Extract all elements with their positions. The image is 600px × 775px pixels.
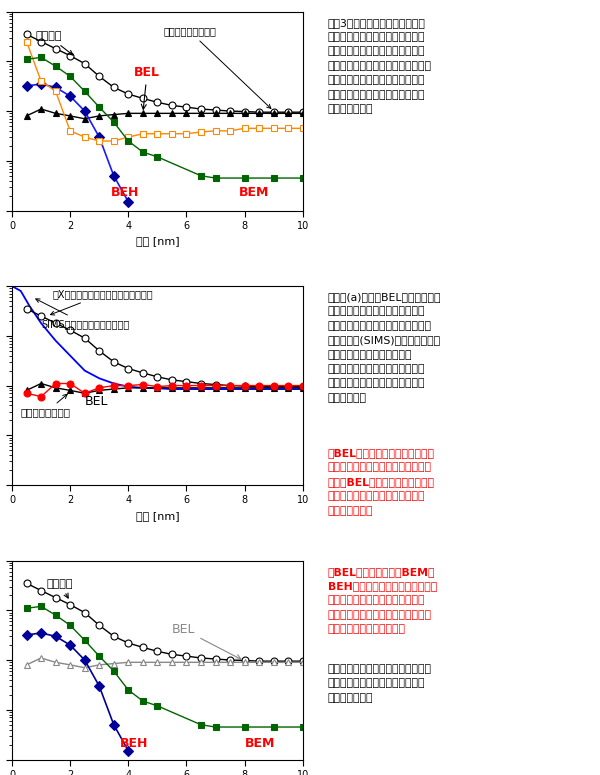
Text: BEM: BEM xyxy=(239,185,269,198)
Text: そして、この２種類のクラスター
は全く異なる分布を持つことが明
らかになった。: そして、この２種類のクラスター は全く異なる分布を持つことが明 らかになった。 xyxy=(328,664,432,703)
Text: SIMS測定による全ホウ素濃度: SIMS測定による全ホウ素濃度 xyxy=(36,299,130,329)
Text: 全ホウ素: 全ホウ素 xyxy=(47,579,73,598)
Text: BEH: BEH xyxy=(111,185,139,198)
X-axis label: 深さ [nm]: 深さ [nm] xyxy=(136,236,179,246)
Text: 軟X線光電子分光測定による全ホウ素: 軟X線光電子分光測定による全ホウ素 xyxy=(50,289,154,315)
Text: BELとキャリアの分布がその形
状および値とも良く一致した。これ
より、BELの結合エネルギーを持
つホウ素が活性化したホウ素であ
ると結論した。: BELとキャリアの分布がその形 状および値とも良く一致した。これ より、BELの… xyxy=(328,448,435,515)
Text: （酸化膜中ホウ素）: （酸化膜中ホウ素） xyxy=(163,26,271,108)
Text: BELの同定の結果、BEMと
BEHの結合エネルギーをもつホウ
素はいずれも不活性なホウ素であ
り、構造の異なる２種類のクラスタ
ーに対応すると結論した。: BELの同定の結果、BEMと BEHの結合エネルギーをもつホウ 素はいずれも不活… xyxy=(328,567,437,634)
Text: BEH: BEH xyxy=(119,737,148,749)
Text: 全ホウ素: 全ホウ素 xyxy=(35,31,73,55)
Text: キャリア（正孔）: キャリア（正孔） xyxy=(21,394,71,418)
Text: BEM: BEM xyxy=(245,737,275,749)
Text: 上の(a)図からBELと全ホウ素を
残し、ホール測定によるキャリア
（正孔）濃度分布データと二次イオ
ン質量分析(SIMS)法によるホウ素
濃度分布データを加え: 上の(a)図からBELと全ホウ素を 残し、ホール測定によるキャリア （正孔）濃度… xyxy=(328,292,442,403)
Text: BEL: BEL xyxy=(85,395,108,408)
Text: BEL: BEL xyxy=(134,67,160,109)
Text: 図3で観測された異なる結合エ
ネルギーを持つホウ素の濃度を種
類ごとに深さ方向の濃度分布とし
てグラフ化した。全ホウ素は、それ
ぞれの種類のホウ素の濃度を合算
: 図3で観測された異なる結合エ ネルギーを持つホウ素の濃度を種 類ごとに深さ方向の… xyxy=(328,18,432,114)
X-axis label: 深さ [nm]: 深さ [nm] xyxy=(136,511,179,521)
Text: BEL: BEL xyxy=(172,623,241,660)
